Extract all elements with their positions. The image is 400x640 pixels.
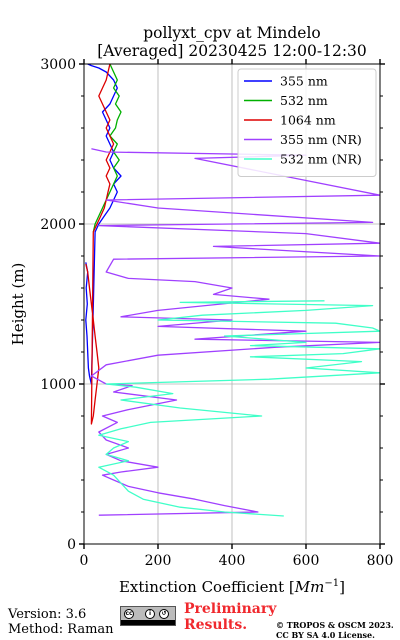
method-text: Method: Raman [8,622,114,637]
legend-entry: 355 nm [280,74,328,89]
ticks: 0 200 400 600 800 0 1000 2000 3000 [40,57,393,569]
copyright-line1: © TROPOS & OSCM 2023. [276,620,394,630]
preliminary-line2: Results. [184,617,248,633]
series-layer [85,64,380,517]
x-tick-label: 800 [367,553,394,569]
preliminary-results-text: Preliminary Results. [184,601,276,633]
legend-entry: 532 nm [280,93,328,108]
legend-entry: 355 nm (NR) [280,132,362,147]
y-tick-label: 0 [67,537,76,553]
x-axis-label-close: ] [339,578,345,596]
series-line-4 [98,300,380,517]
x-axis-label: Extinction Coefficient [Mm−1] [119,578,345,596]
x-axis-label-text: Extinction Coefficient [ [119,578,295,596]
version-text: Version: 3.6 [8,607,87,622]
x-axis-label-unit: Mm [294,578,325,596]
y-tick-label: 3000 [40,57,76,73]
legend-entry: 532 nm (NR) [280,152,362,167]
copyright-line2: CC BY SA 4.0 License. [276,630,375,640]
x-axis-label-exp: −1 [324,578,339,589]
y-tick-label: 1000 [40,377,76,393]
copyright-notice: © TROPOS & OSCM 2023. CC BY SA 4.0 Licen… [276,620,394,640]
cc-by-sa-icon: cc i ↺ [120,606,176,626]
legend-entry: 1064 nm [280,113,336,128]
legend-box [237,68,377,177]
series-line-2 [85,64,115,425]
series-line-0 [85,64,122,385]
y-axis-label: Height (m) [9,263,27,346]
chart-title-line2: [Averaged] 20230425 12:00-12:30 [97,42,367,60]
x-tick-label: 0 [80,553,89,569]
legend: 355 nm 532 nm 1064 nm 355 nm (NR) 532 nm (NR… [237,68,377,177]
x-tick-label: 600 [293,553,320,569]
x-tick-label: 200 [145,553,172,569]
preliminary-line1: Preliminary [184,601,277,617]
y-tick-label: 2000 [40,217,76,233]
chart-title-line1: pollyxt_cpv at Mindelo [143,24,321,42]
x-tick-label: 400 [219,553,246,569]
